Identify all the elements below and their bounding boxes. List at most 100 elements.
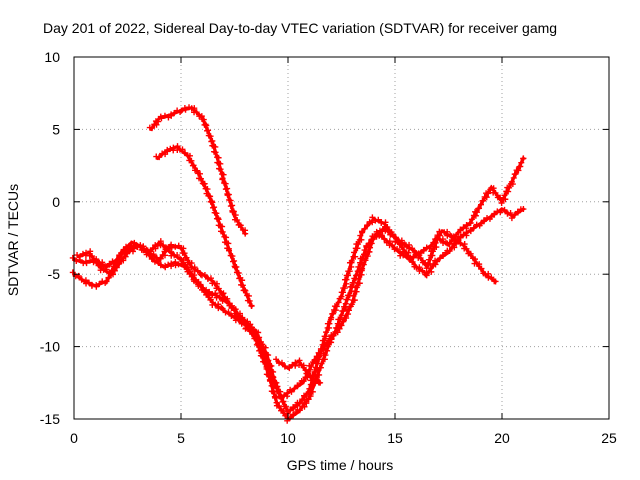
data-point [348,257,355,264]
data-point [448,233,455,240]
data-point [303,400,310,407]
series-track-6 [273,356,324,386]
data-point [242,287,249,294]
data-point [276,402,283,409]
data-point [212,149,219,156]
data-point [197,175,204,182]
data-point [407,256,414,263]
data-point [389,242,396,249]
data-point [364,222,371,229]
data-point [494,208,501,215]
x-tick-label: 15 [387,430,403,446]
data-point [233,311,240,318]
data-point [207,133,214,140]
data-point [508,178,515,185]
data-point [120,247,127,254]
data-point [209,204,216,211]
data-point [215,154,222,161]
data-point [328,314,335,321]
data-point [220,171,227,178]
data-point [436,255,443,262]
series-track-5 [153,143,255,310]
data-point [219,175,226,182]
data-point [333,324,340,331]
data-point [69,269,76,276]
data-point [472,212,479,219]
data-point [398,244,405,251]
data-point [178,260,185,267]
data-point [403,252,410,259]
data-point [239,314,246,321]
data-point [209,199,216,206]
data-point [425,256,432,263]
data-point [339,308,346,314]
grid-layer [74,57,609,419]
data-point [220,290,227,297]
data-point [476,261,483,268]
data-point [491,211,498,218]
data-point [212,143,219,150]
data-point [337,316,344,323]
data-point [78,276,85,283]
data-point [341,285,348,292]
data-point [507,210,514,217]
data-point [318,360,325,367]
data-point [316,364,323,371]
data-point [488,213,495,220]
data-point [345,311,352,318]
data-point [208,138,215,145]
data-point [227,203,234,210]
data-point [154,258,161,265]
data-point [306,393,313,400]
data-point [260,352,267,359]
data-point [421,260,428,267]
data-point [343,272,350,279]
data-point [106,261,113,268]
data-point [197,282,204,289]
data-point [288,388,295,395]
data-point [168,260,175,267]
y-tick-label: -10 [40,339,60,355]
data-point [255,335,262,342]
data-point [498,200,505,206]
data-point [259,346,266,353]
data-point [289,361,296,368]
data-point [223,298,230,305]
data-point [432,236,439,243]
data-point [229,258,236,265]
data-point [359,229,366,236]
y-axis-label: SDTVAR / TECUs [5,184,21,296]
data-point [178,107,185,114]
data-point [356,268,363,275]
data-point [324,339,331,346]
data-point [282,363,289,370]
data-point [170,144,177,151]
data-point [510,174,517,181]
data-point [201,272,208,279]
data-point [83,249,90,256]
data-point [311,368,318,375]
data-point [357,232,364,239]
data-point [501,192,508,199]
data-point [368,237,375,244]
data-point [232,264,239,271]
data-point [359,255,366,262]
data-point [362,251,369,258]
data-point [83,280,90,287]
data-point [351,297,358,304]
data-point [518,159,525,166]
data-point [225,309,232,316]
data-point [463,221,470,228]
data-point [355,263,362,270]
data-point [520,155,527,162]
data-point [219,228,226,235]
y-tick-label: -15 [40,411,60,427]
data-point [511,171,518,178]
data-point [466,220,473,227]
data-point [282,412,289,419]
data-point [209,291,216,298]
data-point [358,236,365,243]
data-point [312,375,319,382]
data-point [485,190,492,197]
data-point [237,222,244,229]
